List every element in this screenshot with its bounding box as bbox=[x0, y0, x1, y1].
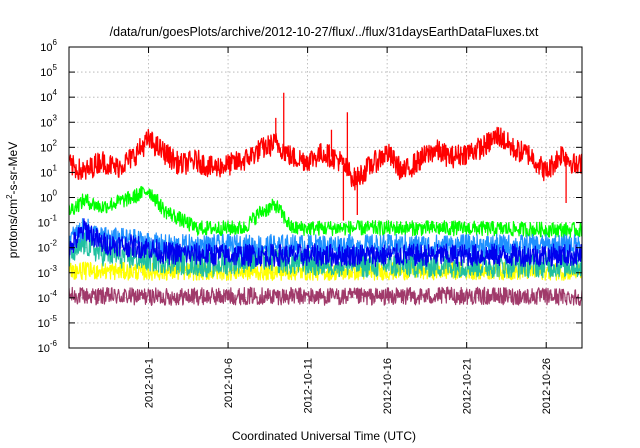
y-tick-label: 105 bbox=[40, 63, 57, 79]
x-tick-label: 2012-10-26 bbox=[541, 358, 553, 414]
y-tick-label: 10-2 bbox=[38, 239, 58, 255]
y-tick-label: 10-4 bbox=[38, 289, 58, 305]
y-tick-label: 102 bbox=[40, 138, 57, 154]
chart-title: /data/run/goesPlots/archive/2012-10-27/f… bbox=[110, 25, 539, 39]
y-tick-label: 10-5 bbox=[38, 314, 58, 330]
x-tick-label: 2012-10-11 bbox=[303, 358, 315, 413]
y-axis-label-sup: 2 bbox=[5, 194, 14, 199]
y-axis: 10-6 10-5 10-4 10-3 10-2 10-1 100 101 102 103 104 1… bbox=[38, 38, 582, 355]
y-axis-label-main: protons/cm bbox=[6, 199, 20, 258]
series-line-0 bbox=[69, 286, 582, 306]
series-line-3 bbox=[69, 185, 582, 238]
x-tick-label: 2012-10-6 bbox=[223, 358, 235, 408]
x-tick-label: 2012-10-21 bbox=[462, 358, 474, 414]
y-tick-label: 106 bbox=[40, 38, 57, 54]
x-axis: 2012-10-1 2012-10-6 2012-10-11 2012-10-16 20… bbox=[144, 47, 553, 414]
y-tick-label: 10-1 bbox=[38, 214, 58, 230]
y-tick-label: 100 bbox=[40, 189, 57, 205]
x-tick-label: 2012-10-1 bbox=[144, 358, 156, 408]
y-tick-label: 104 bbox=[40, 88, 57, 104]
x-tick-label: 2012-10-16 bbox=[382, 358, 394, 414]
series-line-5 bbox=[69, 218, 582, 268]
y-tick-label: 103 bbox=[40, 113, 57, 129]
y-tick-label: 10-3 bbox=[38, 264, 58, 280]
y-axis-label: protons/cm2-s-sr-MeV bbox=[5, 142, 20, 258]
series-line-6 bbox=[69, 92, 582, 221]
y-axis-label-rest: -s-sr-MeV bbox=[6, 142, 20, 195]
x-axis-label: Coordinated Universal Time (UTC) bbox=[232, 429, 416, 443]
y-tick-label: 10-6 bbox=[38, 339, 58, 355]
y-tick-label: 101 bbox=[40, 163, 57, 179]
plot-area bbox=[69, 92, 582, 306]
